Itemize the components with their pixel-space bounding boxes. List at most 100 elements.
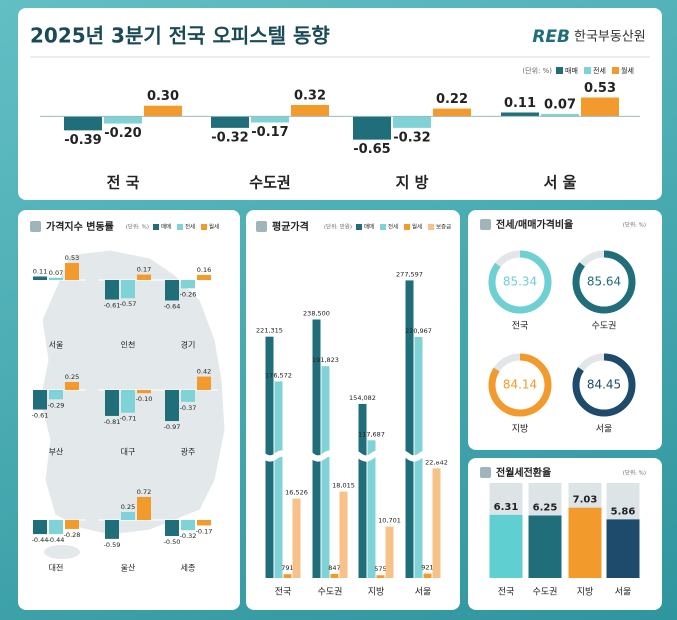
region-label: 대구: [121, 448, 136, 457]
bar: [197, 520, 211, 526]
category-label: 지방: [368, 587, 385, 598]
bar: [353, 116, 391, 140]
axis-break-band: [250, 450, 446, 462]
panel-title: 가격지수 변동률: [46, 220, 114, 233]
bar: [64, 116, 102, 131]
bar: [65, 382, 79, 390]
bar: [405, 280, 414, 578]
bar: [423, 573, 432, 578]
bar: [367, 440, 376, 578]
category-label: 지방: [577, 587, 594, 598]
bar: [330, 573, 339, 578]
legend-swatch: [556, 67, 563, 74]
value-label: 0.17: [137, 266, 151, 274]
value-label: 7.03: [573, 495, 598, 506]
bar: [181, 390, 195, 402]
bar: [105, 390, 119, 416]
category-label: 지 방: [396, 174, 429, 192]
title-icon: [30, 221, 41, 232]
value-label: 6.25: [533, 503, 558, 514]
bar: [321, 366, 330, 578]
value-label: -0.61: [104, 302, 121, 310]
bar: [501, 112, 539, 117]
category-label: 전국: [275, 587, 292, 598]
panel: [18, 8, 662, 200]
bar: [291, 105, 329, 117]
category-label: 수도권: [318, 586, 343, 598]
bar: [489, 514, 523, 578]
legend-swatch: [153, 224, 159, 230]
value-label: 84.45: [587, 378, 621, 392]
bar: [312, 319, 321, 578]
category-label: 수도권: [533, 586, 558, 598]
value-label: -0.37: [180, 404, 197, 412]
value-label: -0.61: [32, 412, 49, 420]
bar: [433, 108, 471, 117]
region-label: 세종: [181, 564, 196, 573]
region-label: 울산: [121, 563, 136, 573]
legend-label: 매매: [161, 223, 171, 231]
panel: [468, 210, 662, 450]
legend-label: 보증금: [436, 224, 451, 231]
region-label: 경기: [181, 340, 196, 350]
value-label: 791: [281, 564, 293, 572]
bar: [274, 381, 283, 578]
value-label: 847: [328, 564, 340, 572]
value-label: 16,526: [285, 489, 308, 497]
legend-label: 월세: [621, 66, 634, 75]
bar: [33, 390, 47, 410]
value-label: -0.44: [48, 536, 65, 544]
region-label: 서울: [49, 341, 64, 350]
bar: [165, 280, 179, 301]
legend-swatch: [380, 224, 386, 230]
bar: [49, 390, 63, 400]
legend-swatch: [201, 224, 207, 230]
bar: [211, 116, 249, 128]
value-label: -0.65: [353, 142, 390, 157]
value-label: -0.17: [196, 527, 213, 535]
bar: [197, 274, 211, 280]
logo-mark: REB: [532, 27, 570, 47]
value-label: 0.16: [197, 266, 211, 274]
legend-swatch: [177, 224, 183, 230]
legend-label: 매매: [364, 223, 374, 231]
bar: [292, 498, 301, 578]
legend-label: 매매: [565, 67, 578, 75]
legend-label: 전세: [185, 223, 195, 231]
logo-name: 한국부동산원: [574, 30, 646, 45]
value-label: 0.11: [33, 267, 47, 275]
value-label: -0.26: [180, 290, 197, 298]
value-label: 5.86: [611, 506, 636, 517]
value-label: 10,701: [378, 517, 401, 525]
category-label: 서 울: [544, 174, 577, 192]
bar: [33, 520, 47, 535]
title-icon: [480, 219, 491, 230]
bar: [251, 116, 289, 123]
value-label: 0.07: [544, 97, 576, 112]
bar: [181, 520, 195, 531]
value-label: 0.07: [49, 269, 63, 277]
value-label: 22,842: [425, 458, 448, 466]
bar: [181, 280, 195, 289]
region-label: 인천: [121, 340, 136, 350]
donut-arc: [488, 250, 552, 314]
value-label: 6.31: [494, 502, 519, 513]
bar: [121, 512, 135, 520]
bar: [165, 390, 179, 422]
value-label: 238,500: [303, 310, 330, 318]
region-label: 대전: [49, 563, 64, 573]
value-label: 0.25: [121, 503, 135, 511]
legend-label: 월세: [209, 223, 219, 231]
bar: [121, 280, 135, 299]
legend-swatch: [404, 224, 410, 230]
value-label: 18,015: [332, 482, 355, 490]
value-label: -0.28: [64, 531, 81, 539]
bar: [283, 574, 292, 578]
value-label: -0.39: [64, 133, 101, 148]
bar: [65, 263, 79, 280]
bar: [393, 116, 431, 128]
category-label: 서울: [596, 424, 613, 435]
value-label: 277,597: [396, 270, 423, 278]
